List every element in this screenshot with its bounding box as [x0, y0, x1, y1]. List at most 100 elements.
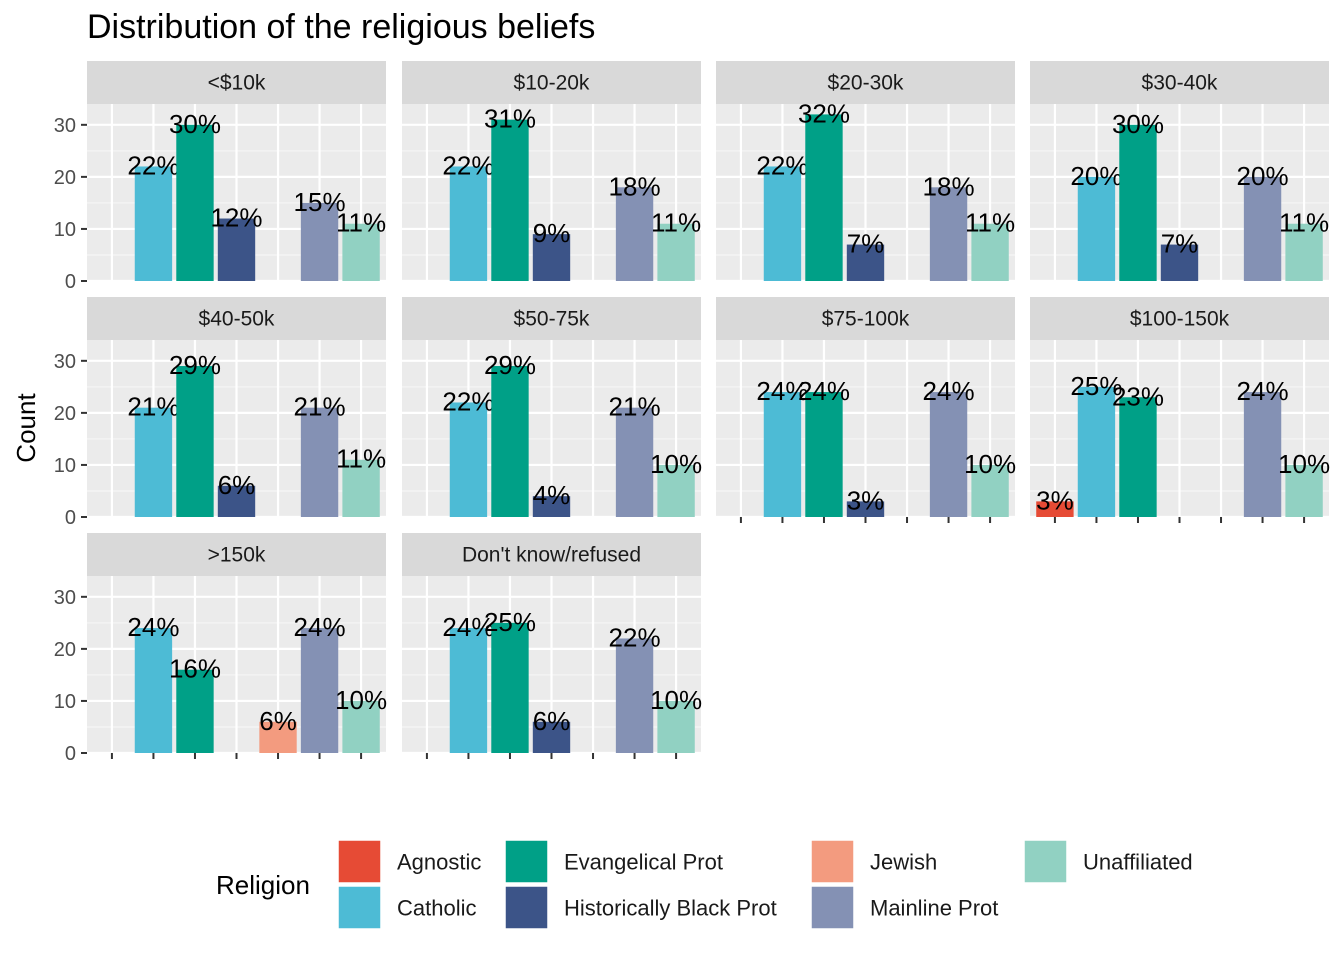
- bar-value-label: 7%: [1161, 229, 1199, 259]
- bar-value-label: 12%: [210, 203, 262, 233]
- facet-panel-10k: <$10k 22% 30% 12% 15%11% 0 10 20 30: [54, 61, 386, 293]
- legend-title: Religion: [216, 870, 310, 900]
- y-tick-label: 20: [54, 403, 76, 425]
- legend-label-agnostic: Agnostic: [397, 850, 481, 875]
- y-tick-label: 20: [54, 639, 76, 661]
- bar-evangelical-prot: [176, 124, 214, 281]
- bar-value-label: 29%: [484, 350, 536, 380]
- bar-jewish: [259, 721, 297, 753]
- bar-value-label: 11%: [1279, 208, 1329, 238]
- bar-value-label: 21%: [609, 392, 661, 422]
- facet-strip-label: Don't know/refused: [462, 544, 641, 567]
- legend-key-jewish: [810, 839, 855, 884]
- facet-strip: [716, 297, 1015, 340]
- bar-unaffiliated: [342, 700, 380, 753]
- bar-value-label: 15%: [294, 187, 346, 217]
- facet-panel-10-20k: $10-20k 22% 31% 9% 18% 11%: [402, 61, 701, 283]
- bar-value-label: 3%: [847, 485, 885, 515]
- facet-strip: [87, 297, 386, 340]
- bar-value-label: 23%: [1112, 381, 1164, 411]
- bar-evangelical-prot: [1119, 124, 1157, 281]
- bar-unaffiliated: [1285, 223, 1323, 281]
- bar-value-label: 16%: [169, 654, 221, 684]
- bar-mainline-prot: [615, 638, 654, 753]
- bar-mainline-prot: [929, 392, 968, 517]
- facet-strip-label: $75-100k: [822, 308, 910, 331]
- bar-evangelical-prot: [805, 114, 843, 281]
- facet-strip: [402, 297, 701, 340]
- bar-historically-black-prot: [532, 496, 571, 517]
- bar-value-label: 20%: [1237, 161, 1289, 191]
- legend-label-catholic: Catholic: [397, 896, 476, 921]
- bar-value-label: 22%: [127, 150, 179, 180]
- bar-value-label: 25%: [484, 607, 536, 637]
- facet-panel-40-50k: $40-50k 21% 29% 6% 21% 11% 0 10 20 30: [54, 297, 386, 529]
- bar-historically-black-prot: [532, 234, 571, 281]
- bar-value-label: 4%: [533, 480, 571, 510]
- bar-evangelical-prot: [805, 392, 843, 517]
- bar-value-label: 30%: [169, 109, 221, 139]
- bar-value-label: 9%: [533, 218, 571, 248]
- bar-historically-black-prot: [217, 485, 256, 517]
- bar-mainline-prot: [1243, 392, 1282, 517]
- y-tick-label: 0: [65, 507, 76, 529]
- bar-catholic: [1077, 176, 1116, 281]
- bar-catholic: [449, 166, 488, 281]
- bar-value-label: 11%: [336, 208, 386, 238]
- facet-panels: <$10k22%30%12%15%11%0102030$10-20k22%31%…: [54, 61, 1330, 765]
- bar-unaffiliated: [657, 464, 695, 517]
- bar-unaffiliated: [657, 223, 695, 281]
- bar-catholic: [1077, 386, 1116, 517]
- bar-value-label: 24%: [1237, 376, 1289, 406]
- y-tick-label: 0: [65, 743, 76, 765]
- y-tick-label: 30: [54, 587, 76, 609]
- bar-mainline-prot: [615, 407, 654, 517]
- legend: Religion Agnostic Catholic Evangelical Pro…: [216, 839, 1193, 930]
- bar-unaffiliated: [971, 223, 1009, 281]
- bar-catholic: [134, 407, 173, 517]
- bar-value-label: 10%: [335, 685, 387, 715]
- bar-value-label: 11%: [965, 208, 1015, 238]
- bar-value-label: 10%: [964, 449, 1016, 479]
- bar-value-label: 24%: [127, 612, 179, 642]
- facet-strip: [87, 533, 386, 576]
- bar-catholic: [763, 392, 802, 517]
- facet-strip: [1030, 297, 1329, 340]
- facet-strip-label: $100-150k: [1130, 308, 1230, 331]
- bar-value-label: 24%: [442, 612, 494, 642]
- bar-value-label: 22%: [442, 386, 494, 416]
- bar-mainline-prot: [929, 187, 968, 281]
- bar-evangelical-prot: [491, 366, 529, 517]
- bar-unaffiliated: [342, 223, 380, 281]
- facet-strip-label: $10-20k: [514, 72, 590, 95]
- facet-strip-label: $40-50k: [199, 308, 275, 331]
- bar-value-label: 18%: [609, 171, 661, 201]
- bar-value-label: 24%: [798, 376, 850, 406]
- bar-unaffiliated: [342, 459, 380, 517]
- bar-value-label: 10%: [650, 685, 702, 715]
- bar-value-label: 21%: [294, 392, 346, 422]
- bar-value-label: 30%: [1112, 109, 1164, 139]
- facet-strip-label: <$10k: [208, 72, 266, 95]
- bar-evangelical-prot: [176, 669, 214, 753]
- facet-panel-30-40k: $30-40k 20% 30% 7% 20% 11%: [1030, 61, 1329, 283]
- bar-catholic: [134, 628, 173, 753]
- bar-value-label: 25%: [1070, 371, 1122, 401]
- facet-panel-50-75k: $50-75k 22% 29% 4% 21% 10%: [402, 297, 702, 519]
- legend-key-historically-black-prot: [504, 885, 549, 930]
- bar-value-label: 18%: [923, 171, 975, 201]
- facet-strip: [716, 61, 1015, 104]
- facet-strip-label: $20-30k: [828, 72, 904, 95]
- facet-panel-don-t-know-refused: Don't know/refused 24%25% 6% 22% 10%: [402, 533, 702, 759]
- facet-strip-label: $30-40k: [1142, 72, 1218, 95]
- facet-strip-label: $50-75k: [514, 308, 590, 331]
- bar-catholic: [449, 402, 488, 517]
- bar-value-label: 6%: [259, 706, 297, 736]
- bar-value-label: 31%: [484, 104, 536, 134]
- bar-unaffiliated: [1285, 464, 1323, 517]
- legend-key-evangelical-prot: [504, 839, 549, 884]
- y-tick-label: 30: [54, 351, 76, 373]
- y-tick-label: 10: [54, 455, 76, 477]
- bar-historically-black-prot: [217, 218, 256, 281]
